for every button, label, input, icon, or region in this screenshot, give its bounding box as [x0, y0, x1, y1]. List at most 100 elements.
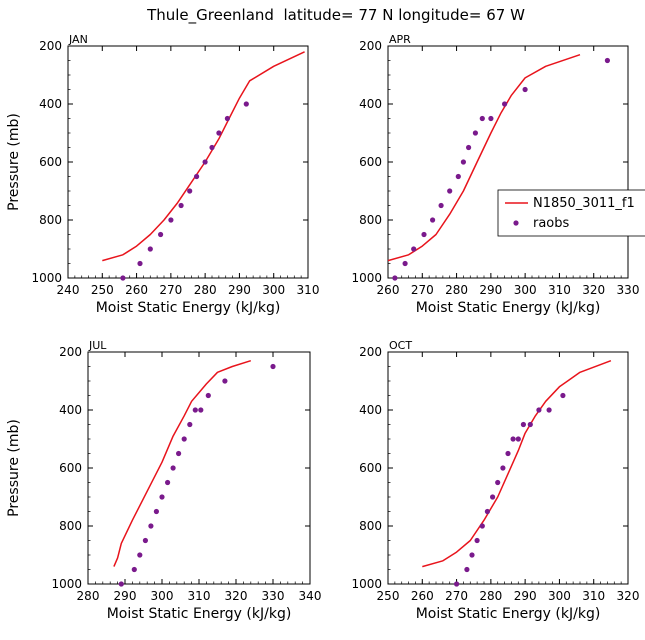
x-tick-label-apr: 270	[411, 283, 434, 297]
x-tick-label-oct: 310	[582, 589, 605, 603]
obs-point-apr	[430, 217, 436, 223]
obs-point-apr	[392, 275, 398, 281]
x-axis-label-jan: Moist Static Energy (kJ/kg)	[96, 300, 281, 316]
x-tick-label-oct: 320	[617, 589, 640, 603]
obs-point-oct	[469, 552, 475, 558]
obs-point-oct	[454, 581, 460, 587]
panel-title-jan: JAN	[68, 33, 88, 46]
obs-point-jan	[187, 188, 193, 194]
panel-jan: 240 250 260 270 280 290 300 310 200 400 600 800 1000…	[6, 33, 319, 316]
panel-title-oct: OCT	[389, 339, 412, 352]
obs-point-jul	[170, 465, 176, 471]
obs-point-jan	[216, 130, 222, 136]
x-tick-label-jul: 320	[225, 589, 248, 603]
obs-point-oct	[495, 479, 501, 486]
legend-model-label: N1850_3011_f1	[533, 196, 635, 211]
obs-point-jul	[270, 363, 276, 370]
obs-point-apr	[522, 86, 528, 93]
obs-point-oct	[500, 465, 506, 471]
obs-point-apr	[447, 188, 453, 194]
obs-point-jan	[202, 159, 208, 165]
x-tick-label-jan: 290	[228, 283, 251, 297]
obs-point-apr	[411, 246, 417, 252]
obs-point-jan	[224, 115, 230, 122]
obs-point-apr	[502, 101, 508, 107]
x-tick-label-jan: 240	[57, 283, 80, 297]
obs-point-jul	[153, 508, 159, 515]
obs-point-jul	[222, 378, 228, 384]
x-tick-label-jul: 310	[188, 589, 211, 603]
plot-frame-oct	[387, 351, 629, 585]
obs-point-oct	[479, 523, 485, 529]
y-axis-label-jul: Pressure (mb)	[6, 419, 22, 517]
obs-point-jul	[192, 407, 198, 413]
x-tick-label-jan: 300	[262, 283, 285, 297]
y-tick-label-jan: 1000	[31, 271, 62, 285]
obs-point-jul	[165, 479, 171, 486]
y-tick-label-apr: 1000	[351, 271, 382, 285]
obs-point-apr	[438, 202, 444, 209]
obs-point-apr	[466, 144, 472, 151]
obs-point-oct	[490, 494, 496, 500]
x-tick-label-oct: 250	[377, 589, 400, 603]
obs-point-jan	[209, 144, 215, 151]
obs-point-oct	[510, 436, 516, 442]
x-tick-label-apr: 310	[548, 283, 571, 297]
x-axis-label-jul: Moist Static Energy (kJ/kg)	[107, 606, 292, 622]
x-tick-label-jul: 280	[77, 589, 100, 603]
x-tick-label-apr: 280	[445, 283, 468, 297]
obs-point-apr	[460, 159, 466, 165]
panels: 240 250 260 270 280 290 300 310 200 400 600 800 1000…	[6, 33, 639, 622]
obs-point-jan	[147, 246, 153, 252]
panel-oct: 250 260 270 280 290 300 310 320 200 400 600 800 1000…	[351, 339, 639, 622]
obs-point-oct	[515, 436, 521, 442]
obs-point-jul	[131, 566, 137, 573]
plot-frame-jul	[87, 351, 311, 585]
obs-point-apr	[472, 130, 478, 136]
x-tick-label-apr: 330	[617, 283, 640, 297]
x-tick-label-jul: 300	[151, 589, 174, 603]
plot-frame-apr	[387, 45, 629, 279]
y-tick-label-oct: 200	[359, 345, 382, 359]
y-tick-label-oct: 800	[359, 519, 382, 533]
obs-point-oct	[527, 421, 533, 428]
y-tick-label-oct: 600	[359, 461, 382, 475]
y-tick-label-apr: 800	[359, 213, 382, 227]
model-line-oct	[422, 359, 612, 568]
x-tick-label-jul: 340	[299, 589, 322, 603]
obs-point-oct	[474, 537, 480, 544]
obs-point-apr	[479, 115, 485, 122]
obs-point-apr	[604, 57, 611, 64]
obs-point-jan	[178, 202, 184, 209]
x-tick-label-apr: 290	[479, 283, 502, 297]
model-line-jul	[113, 359, 252, 567]
x-tick-label-apr: 260	[377, 283, 400, 297]
legend-box	[497, 189, 645, 237]
obs-point-oct	[520, 421, 527, 428]
obs-point-jul	[148, 523, 154, 529]
x-axis-label-apr: Moist Static Energy (kJ/kg)	[416, 300, 601, 316]
y-tick-label-apr: 400	[359, 97, 382, 111]
x-tick-label-jul: 290	[114, 589, 137, 603]
obs-point-oct	[560, 392, 566, 399]
y-tick-label-apr: 200	[359, 39, 382, 53]
obs-point-jan	[137, 260, 143, 267]
obs-point-jan	[120, 275, 126, 281]
x-tick-label-oct: 280	[479, 589, 502, 603]
obs-point-jul	[187, 421, 193, 428]
x-tick-label-oct: 260	[411, 589, 434, 603]
obs-point-jul	[118, 581, 124, 587]
obs-point-jan	[168, 217, 174, 223]
y-tick-label-oct: 1000	[351, 577, 382, 591]
x-tick-label-oct: 270	[445, 589, 468, 603]
obs-point-jul	[176, 450, 182, 457]
obs-point-jul	[198, 407, 204, 413]
obs-point-oct	[484, 508, 490, 515]
y-tick-label-jan: 800	[39, 213, 62, 227]
x-tick-label-apr: 320	[582, 283, 605, 297]
y-tick-label-jul: 400	[59, 403, 82, 417]
legend-obs-marker	[513, 220, 519, 226]
y-tick-label-jul: 200	[59, 345, 82, 359]
obs-point-jul	[142, 537, 148, 544]
y-tick-label-jan: 200	[39, 39, 62, 53]
